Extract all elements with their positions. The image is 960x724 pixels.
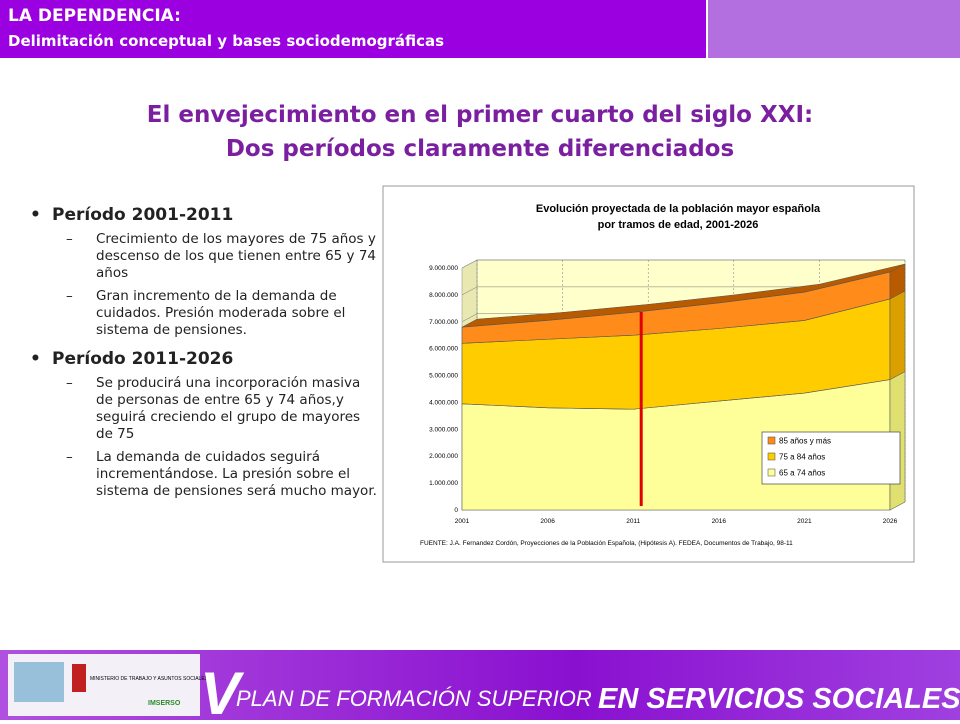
y-tick-label: 6.000.000 [429,346,458,353]
bullet: Período 2001-2011 [30,205,380,225]
x-tick-label: 2011 [626,518,640,525]
grid-line [461,286,905,296]
footer-numeral: V [200,660,245,720]
y-tick-label: 2.000.000 [429,453,458,460]
sub-bullet: Gran incremento de la demanda de cuidado… [30,288,380,339]
header-accent [708,0,960,58]
legend-box [761,431,901,485]
logo-text: IMSERSO [148,700,181,707]
x-tick-label: 2016 [712,518,727,525]
bullet: Período 2011-2026 [30,349,380,369]
y-tick-label: 0 [454,507,458,514]
footer-text: EN SERVICIOS SOCIALES [598,683,960,715]
footer-art: MINISTERIO DE TRABAJO Y ASUNTOS SOCIALES… [8,654,960,724]
sub-bullet: Se producirá una incorporación masiva de… [30,375,380,443]
x-tick-label: 2001 [455,518,470,525]
chart-title: Evolución proyectada de la población may… [536,203,821,215]
legend-swatch [767,436,776,445]
sub-bullet: Crecimiento de los mayores de 75 años y … [30,231,380,282]
legend-label: 85 años y más [779,437,831,446]
bullet-list: Período 2001-2011 Crecimiento de los may… [30,205,380,506]
header: LA DEPENDENCIA: Delimitación conceptual … [0,0,706,58]
logo [14,662,64,702]
header-subtitle: Delimitación conceptual y bases sociodem… [8,32,445,50]
legend-swatch [767,452,776,461]
legend-label: 65 a 74 años [779,469,825,478]
y-tick-label: 1.000.000 [429,480,458,487]
area-side [889,290,906,381]
legend-swatch [767,468,776,477]
y-tick-label: 8.000.000 [429,292,458,299]
x-tick-label: 2026 [883,518,898,525]
footer-text: PLAN DE FORMACIÓN SUPERIOR [236,686,592,711]
slide-title: Dos períodos claramente diferenciados [225,136,735,162]
y-tick-label: 9.000.000 [429,265,458,272]
chart: Evolución proyectada de la población may… [382,185,915,563]
chart-subtitle: por tramos de edad, 2001-2026 [598,219,759,231]
header-title: LA DEPENDENCIA: [8,6,181,26]
legend-label: 75 a 84 años [779,453,825,462]
y-tick-label: 4.000.000 [429,399,458,406]
sub-bullet: La demanda de cuidados seguirá increment… [30,449,380,500]
footer: MINISTERIO DE TRABAJO Y ASUNTOS SOCIALES… [0,650,960,724]
chart-source: FUENTE: J.A. Fernandez Cordón, Proyeccio… [420,540,793,547]
logo-text: MINISTERIO DE TRABAJO Y ASUNTOS SOCIALES [90,676,209,682]
y-tick-label: 5.000.000 [429,373,458,380]
y-tick-label: 3.000.000 [429,426,458,433]
x-tick-label: 2006 [540,518,555,525]
logo [72,664,86,692]
area-side [889,263,906,300]
x-tick-label: 2021 [797,518,812,525]
y-tick-label: 7.000.000 [429,319,458,326]
slide-title: El envejecimiento en el primer cuarto de… [146,102,814,128]
